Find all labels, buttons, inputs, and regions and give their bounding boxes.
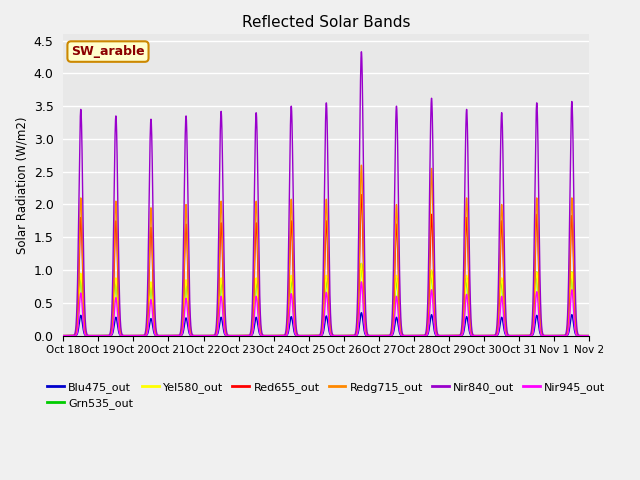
Blu475_out — [586, 333, 593, 338]
Nir945_out — [415, 333, 423, 338]
Red655_out — [307, 333, 314, 338]
Nir945_out — [585, 333, 593, 338]
Nir840_out — [358, 49, 365, 55]
Redg715_out — [358, 162, 365, 168]
Blu475_out — [474, 333, 482, 338]
Blu475_out — [415, 333, 423, 338]
Line: Nir945_out: Nir945_out — [63, 282, 589, 336]
Nir840_out — [60, 333, 67, 338]
Grn535_out — [358, 261, 365, 266]
Nir945_out — [358, 279, 365, 285]
Redg715_out — [586, 333, 593, 338]
Yel580_out — [415, 333, 423, 338]
Yel580_out — [585, 333, 593, 338]
Nir840_out — [585, 333, 593, 338]
Y-axis label: Solar Radiation (W/m2): Solar Radiation (W/m2) — [15, 116, 28, 253]
Redg715_out — [444, 333, 452, 338]
Red655_out — [585, 333, 593, 338]
Yel580_out — [307, 333, 314, 338]
Grn535_out — [585, 333, 593, 338]
Nir945_out — [60, 333, 67, 338]
Red655_out — [60, 333, 67, 338]
Red655_out — [474, 333, 482, 338]
Grn535_out — [307, 333, 314, 338]
Nir840_out — [154, 332, 162, 338]
Line: Blu475_out: Blu475_out — [63, 312, 589, 336]
Yel580_out — [444, 333, 452, 338]
Line: Yel580_out: Yel580_out — [63, 264, 589, 336]
Blu475_out — [130, 333, 138, 338]
Redg715_out — [60, 333, 67, 338]
Red655_out — [586, 333, 593, 338]
Blu475_out — [358, 310, 365, 315]
Redg715_out — [585, 333, 593, 338]
Redg715_out — [307, 333, 314, 338]
Blu475_out — [585, 333, 593, 338]
Blu475_out — [307, 333, 314, 338]
Red655_out — [154, 333, 162, 338]
Grn535_out — [415, 333, 423, 338]
Grn535_out — [60, 333, 67, 338]
Red655_out — [358, 192, 365, 198]
Nir945_out — [154, 333, 162, 338]
Grn535_out — [474, 333, 482, 338]
Blu475_out — [154, 333, 162, 338]
Grn535_out — [444, 333, 452, 338]
Redg715_out — [415, 333, 423, 338]
Yel580_out — [60, 333, 67, 338]
Nir840_out — [474, 333, 482, 338]
Blu475_out — [60, 333, 67, 338]
Nir945_out — [307, 333, 314, 338]
Yel580_out — [154, 333, 162, 338]
Redg715_out — [154, 333, 162, 338]
Text: SW_arable: SW_arable — [71, 45, 145, 58]
Line: Red655_out: Red655_out — [63, 195, 589, 336]
Title: Reflected Solar Bands: Reflected Solar Bands — [242, 15, 411, 30]
Legend: Blu475_out, Grn535_out, Yel580_out, Red655_out, Redg715_out, Nir840_out, Nir945_: Blu475_out, Grn535_out, Yel580_out, Red6… — [43, 377, 610, 414]
Yel580_out — [130, 333, 138, 338]
Yel580_out — [358, 261, 365, 266]
Nir840_out — [415, 333, 423, 338]
Yel580_out — [474, 333, 482, 338]
Grn535_out — [130, 333, 138, 338]
Red655_out — [415, 333, 423, 338]
Line: Redg715_out: Redg715_out — [63, 165, 589, 336]
Nir945_out — [474, 333, 482, 338]
Red655_out — [444, 333, 452, 338]
Redg715_out — [474, 333, 482, 338]
Line: Grn535_out: Grn535_out — [63, 264, 589, 336]
Nir945_out — [95, 333, 102, 338]
Nir840_out — [444, 333, 452, 338]
Yel580_out — [586, 333, 593, 338]
Nir945_out — [586, 333, 593, 338]
Nir840_out — [307, 333, 314, 338]
Grn535_out — [154, 333, 162, 338]
Nir840_out — [586, 333, 593, 338]
Nir945_out — [444, 333, 452, 338]
Grn535_out — [586, 333, 593, 338]
Line: Nir840_out: Nir840_out — [63, 52, 589, 336]
Blu475_out — [444, 333, 452, 338]
